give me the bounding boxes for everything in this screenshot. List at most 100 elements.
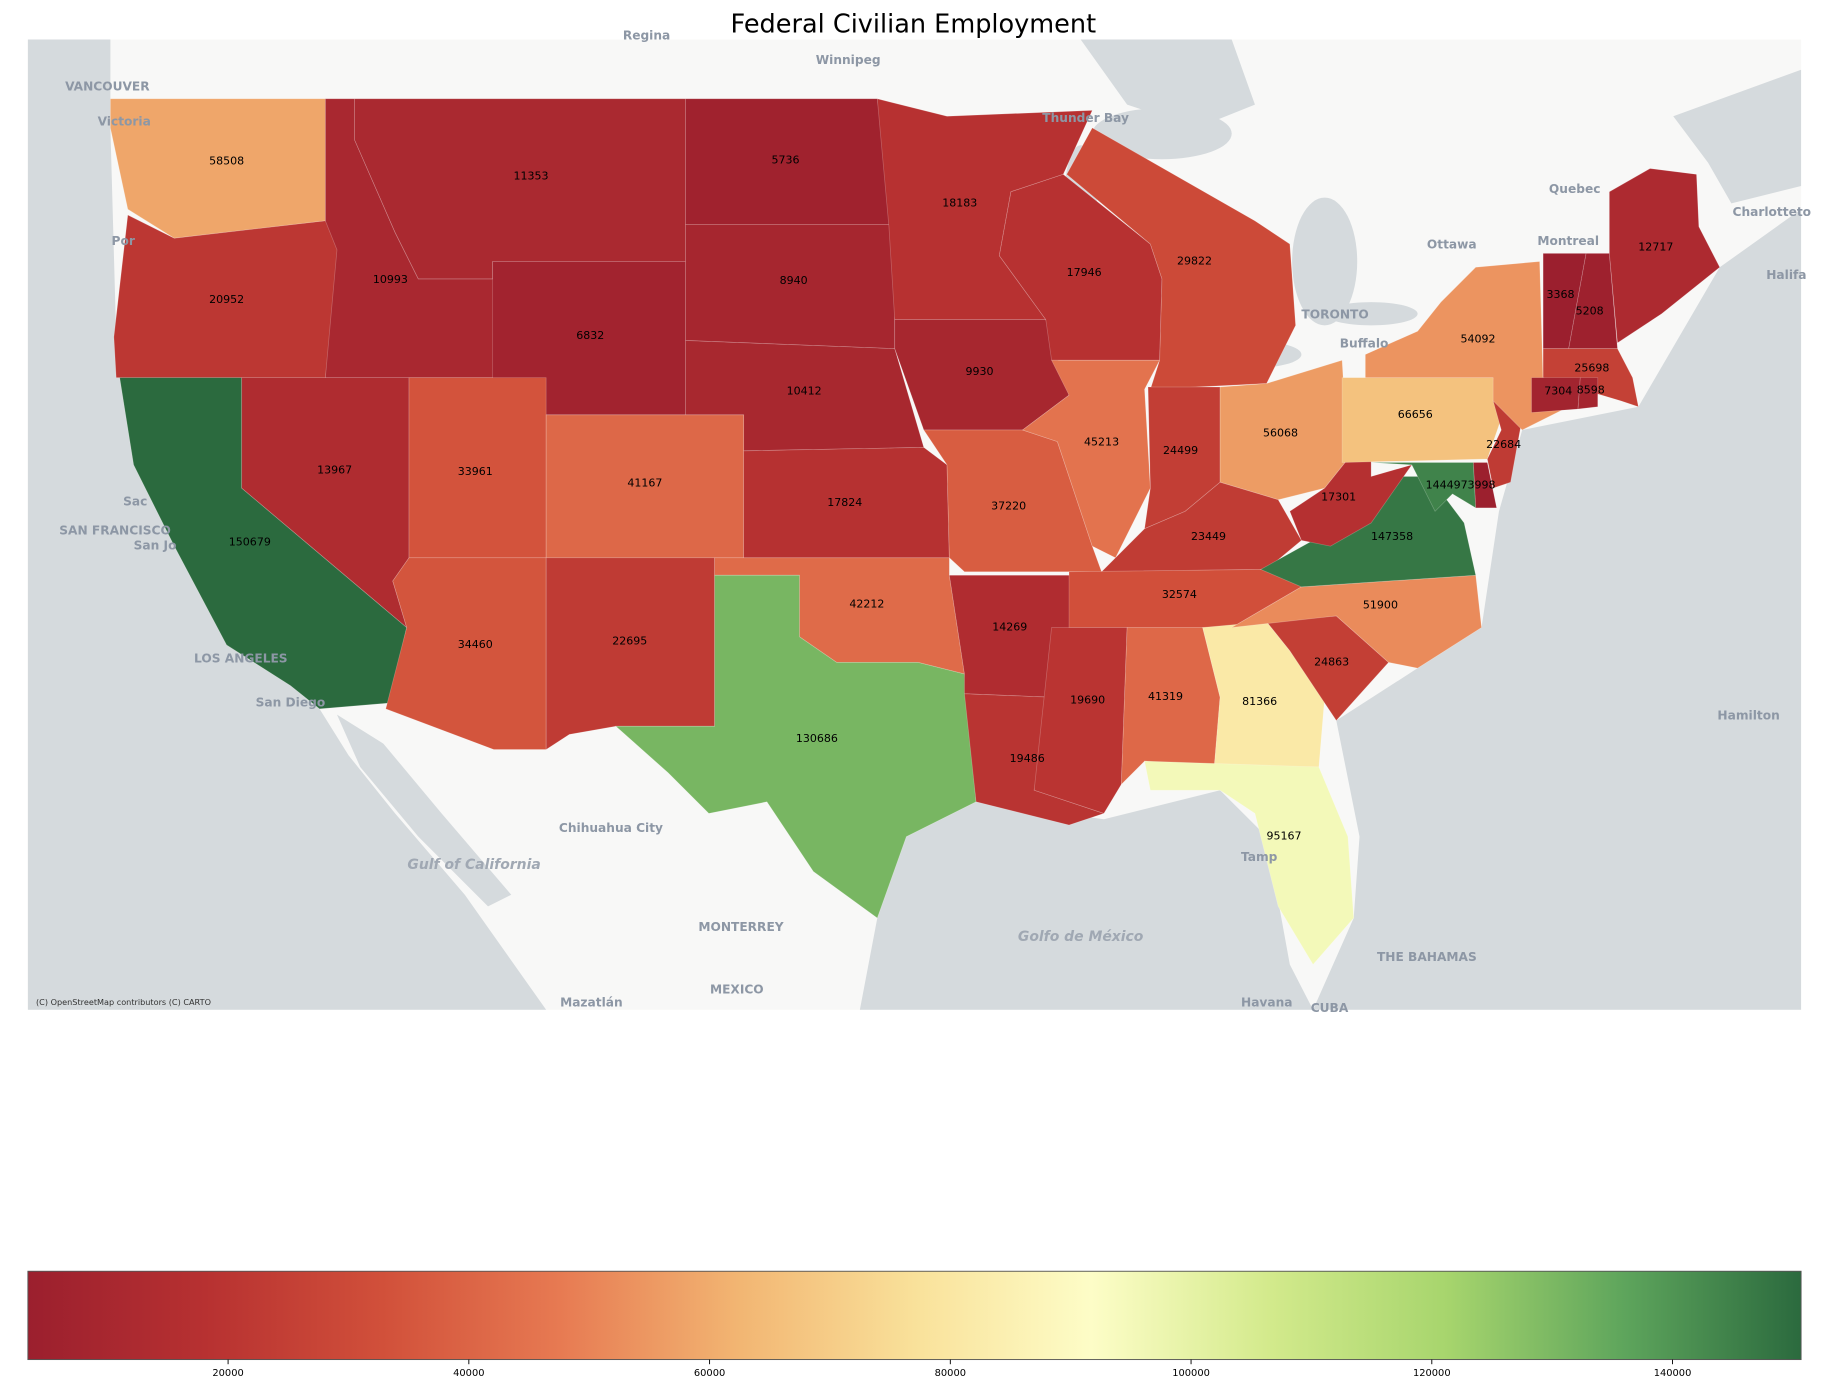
state-value-label: 18183 <box>942 196 977 209</box>
state-value-label: 5208 <box>1576 304 1604 317</box>
state-region[interactable] <box>545 557 715 751</box>
place-label: Regina <box>623 29 670 43</box>
state-value-label: 24863 <box>1314 655 1349 668</box>
state-region[interactable] <box>1021 359 1161 559</box>
place-label: Quebec <box>1549 182 1601 196</box>
state-value-label: 17301 <box>1321 490 1356 503</box>
state-value-label: 56068 <box>1263 426 1298 439</box>
state-polygons <box>110 98 1721 966</box>
state-value-label: 19486 <box>1010 752 1045 765</box>
place-label: Halifa <box>1766 268 1806 282</box>
water-body <box>859 790 1314 1010</box>
state-value-label: 34460 <box>458 638 493 651</box>
water-body <box>1673 69 1802 204</box>
water-body <box>336 714 512 907</box>
state-value-label: 8598 <box>1577 383 1605 396</box>
place-label: THE BAHAMAS <box>1377 950 1477 964</box>
place-label: VANCOUVER <box>65 80 150 94</box>
map[interactable]: VANCOUVER Victoria Regina Winnipeg Thunder B… <box>27 29 1811 1016</box>
state-value-label: 29822 <box>1177 254 1212 267</box>
state-value-label: 13967 <box>317 464 352 477</box>
state-value-label: 19690 <box>1070 694 1105 707</box>
state-value-label: 81366 <box>1242 695 1277 708</box>
state-value-label: 22684 <box>1486 438 1521 451</box>
state-region[interactable] <box>614 574 977 919</box>
state-value-label: 41167 <box>627 476 662 489</box>
state-region[interactable] <box>1144 760 1355 966</box>
state-region[interactable] <box>1231 574 1482 669</box>
state-region[interactable] <box>1473 462 1498 509</box>
state-region[interactable] <box>1577 377 1599 410</box>
state-value-label: 25698 <box>1574 361 1609 374</box>
state-value-label: 58508 <box>209 155 244 168</box>
state-value-label: 66656 <box>1398 408 1433 421</box>
place-label: San Diego <box>256 696 326 710</box>
state-value-label: 5736 <box>771 153 799 166</box>
place-label: Havana <box>1241 995 1293 1009</box>
water-label: Gulf of California <box>407 857 540 873</box>
colorbar-tick-label: 40000 <box>453 1368 484 1379</box>
place-label: Charlotteto <box>1733 205 1812 219</box>
state-value-label: 147358 <box>1371 530 1413 543</box>
state-value-label: 130686 <box>796 732 838 745</box>
state-region[interactable] <box>1120 627 1221 786</box>
place-label: Montreal <box>1537 234 1599 248</box>
state-value-label: 17946 <box>1067 266 1102 279</box>
place-label: Ottawa <box>1427 238 1477 252</box>
place-label: Chihuahua City <box>559 821 663 835</box>
state-region[interactable] <box>1364 261 1582 431</box>
state-value-label: 41319 <box>1148 690 1183 703</box>
place-label: Sac <box>123 495 147 509</box>
state-value-label: 10412 <box>787 385 822 398</box>
state-value-label: 9930 <box>966 365 994 378</box>
state-value-label: 11353 <box>514 170 549 183</box>
lake <box>1292 197 1358 326</box>
state-value-label: 14269 <box>992 621 1027 634</box>
place-label: MEXICO <box>710 983 764 997</box>
colorbar-tick-label: 100000 <box>1172 1368 1210 1379</box>
place-label: Tamp <box>1241 850 1278 864</box>
state-value-label: 7304 <box>1544 385 1572 398</box>
state-region[interactable] <box>1609 168 1721 344</box>
place-label: LOS ANGELES <box>194 651 288 665</box>
state-value-label: 20952 <box>209 293 244 306</box>
state-value-label: 24499 <box>1163 444 1198 457</box>
state-value-label: 32574 <box>1162 588 1197 601</box>
colorbar-tick-label: 120000 <box>1413 1368 1451 1379</box>
state-value-label: 54092 <box>1461 332 1496 345</box>
state-region[interactable] <box>1289 458 1413 547</box>
colorbar-tick-label: 140000 <box>1654 1368 1692 1379</box>
state-value-label: 8940 <box>780 274 808 287</box>
colorbar-tick-label: 80000 <box>935 1368 966 1379</box>
state-value-label: 42212 <box>849 597 884 610</box>
place-label: Thunder Bay <box>1042 111 1129 125</box>
lake <box>1092 108 1232 160</box>
chart-title: Federal Civilian Employment <box>731 10 1097 40</box>
state-value-label: 22695 <box>612 634 647 647</box>
state-value-label: 37220 <box>991 500 1026 513</box>
place-label: SAN FRANCISCO <box>59 524 171 538</box>
water-label: Golfo de México <box>1018 929 1144 945</box>
state-value-label: 144497 <box>1426 479 1468 492</box>
state-value-label: 45213 <box>1084 436 1119 449</box>
basemap-labels: VANCOUVER Victoria Regina Winnipeg Thunder B… <box>59 29 1811 1016</box>
water-body <box>1313 209 1802 1010</box>
place-label: Por <box>112 234 135 248</box>
state-value-label: 95167 <box>1266 830 1301 843</box>
state-value-label: 3368 <box>1547 288 1575 301</box>
place-label: Buffalo <box>1340 336 1389 350</box>
state-value-label: 3998 <box>1468 479 1496 492</box>
colorbar-tick-label: 20000 <box>212 1368 243 1379</box>
state-value-label: 12717 <box>1638 241 1673 254</box>
state-region[interactable] <box>1033 627 1128 814</box>
place-label: CUBA <box>1311 1001 1349 1015</box>
water-body <box>1080 39 1255 128</box>
state-value-label: 10993 <box>373 273 408 286</box>
place-label: Hamilton <box>1717 708 1779 722</box>
place-label: Mazatlán <box>560 995 623 1009</box>
water-body <box>27 39 547 1010</box>
value-labels: 58508 20952 150679 10993 11353 6832 5736 8940 10… <box>209 153 1673 842</box>
colorbar-gradient <box>27 1270 1802 1361</box>
state-value-label: 51900 <box>1363 598 1398 611</box>
place-label: Winnipeg <box>816 53 881 67</box>
